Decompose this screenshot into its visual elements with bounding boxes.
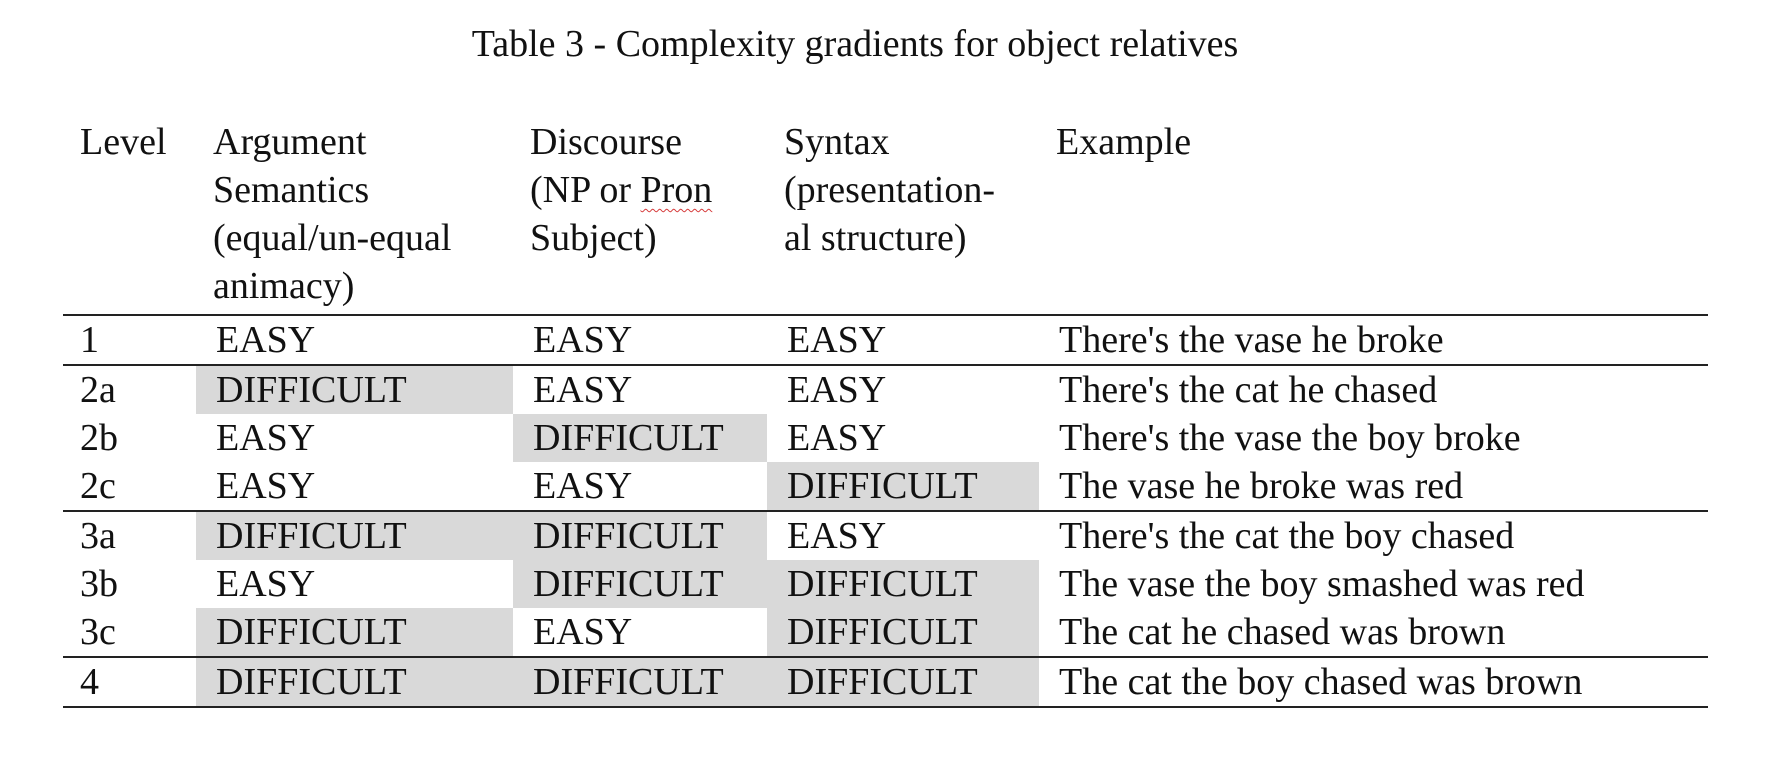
header-example: Example — [1039, 118, 1708, 316]
cell-argument: EASY — [196, 462, 513, 512]
table-row: 2a DIFFICULT EASY EASY There's the cat h… — [63, 365, 1708, 414]
table-row: 3c DIFFICULT EASY DIFFICULT The cat he c… — [63, 608, 1708, 658]
cell-level: 3b — [80, 563, 118, 605]
table-row: 1 EASY EASY EASY There's the vase he bro… — [63, 315, 1708, 366]
cell-syntax: DIFFICULT — [767, 560, 1039, 608]
cell-syntax: EASY — [787, 369, 887, 411]
table-row: 2c EASY EASY DIFFICULT The vase he broke… — [63, 462, 1708, 512]
cell-example: There's the vase he broke — [1039, 315, 1708, 366]
header-argument-semantics: Argument Semantics (equal/un-equal anima… — [196, 118, 513, 316]
header-syntax-line-2: (presentation- — [784, 169, 996, 211]
table-row: 3b EASY DIFFICULT DIFFICULT The vase the… — [63, 560, 1708, 608]
cell-level: 4 — [63, 657, 196, 708]
cell-argument: EASY — [216, 563, 316, 605]
cell-discourse: DIFFICULT — [513, 414, 767, 462]
cell-discourse: DIFFICULT — [513, 657, 767, 708]
cell-example: The vase the boy smashed was red — [1059, 563, 1585, 605]
cell-level: 3c — [63, 608, 196, 658]
header-discourse-line-3: Subject) — [530, 217, 657, 259]
cell-argument: DIFFICULT — [196, 608, 513, 658]
header-syntax: Syntax (presentation- al structure) — [767, 118, 1039, 316]
cell-example: There's the vase the boy broke — [1059, 417, 1521, 459]
cell-argument: DIFFICULT — [196, 365, 513, 414]
cell-syntax: DIFFICULT — [767, 657, 1039, 708]
cell-syntax: EASY — [787, 417, 887, 459]
header-discourse-line-1: Discourse — [530, 121, 682, 163]
header-level-label: Level — [80, 121, 167, 163]
header-argument-line-2: Semantics — [213, 169, 370, 211]
cell-argument: EASY — [196, 315, 513, 366]
cell-level: 1 — [63, 315, 196, 366]
header-syntax-line-3: al structure) — [784, 217, 967, 259]
header-discourse: Discourse (NP or Pron Subject) — [513, 118, 767, 316]
cell-syntax: EASY — [787, 515, 887, 557]
cell-example: There's the cat the boy chased — [1059, 515, 1515, 557]
cell-discourse: DIFFICULT — [513, 511, 767, 560]
cell-level: 2b — [80, 417, 118, 459]
table-caption: Table 3 - Complexity gradients for objec… — [471, 23, 1239, 65]
header-discourse-line-2: (NP or Pron — [530, 166, 767, 214]
header-syntax-line-1: Syntax — [784, 121, 890, 163]
cell-discourse: EASY — [513, 462, 767, 512]
table-row: 3a DIFFICULT DIFFICULT EASY There's the … — [63, 511, 1708, 560]
header-discourse-line-2-text: (NP or — [530, 169, 641, 211]
table-row: 4 DIFFICULT DIFFICULT DIFFICULT The cat … — [63, 657, 1708, 708]
cell-example: The cat he chased was brown — [1039, 608, 1708, 658]
table-row: 2b EASY DIFFICULT EASY There's the vase … — [63, 414, 1708, 462]
table-header-row: Level Argument Semantics (equal/un-equal… — [63, 118, 1708, 316]
cell-argument: EASY — [216, 417, 316, 459]
cell-level: 2c — [63, 462, 196, 512]
cell-syntax: EASY — [767, 315, 1039, 366]
complexity-table: Level Argument Semantics (equal/un-equal… — [63, 118, 1708, 708]
cell-discourse: EASY — [533, 369, 633, 411]
header-level: Level — [63, 118, 196, 316]
cell-discourse: EASY — [513, 608, 767, 658]
cell-argument: DIFFICULT — [196, 657, 513, 708]
cell-level: 3a — [80, 515, 116, 557]
cell-example: The cat the boy chased was brown — [1039, 657, 1708, 708]
cell-syntax: DIFFICULT — [767, 608, 1039, 658]
spellcheck-flagged-word: Pron — [640, 169, 713, 211]
cell-discourse: EASY — [513, 315, 767, 366]
cell-syntax: DIFFICULT — [767, 462, 1039, 512]
header-argument-line-1: Argument — [213, 121, 367, 163]
header-example-label: Example — [1056, 121, 1192, 163]
cell-argument: DIFFICULT — [196, 511, 513, 560]
header-argument-line-3: (equal/un-equal — [213, 217, 452, 259]
cell-level: 2a — [80, 369, 116, 411]
header-argument-line-4: animacy) — [213, 265, 355, 307]
cell-example: There's the cat he chased — [1059, 369, 1438, 411]
cell-example: The vase he broke was red — [1039, 462, 1708, 512]
cell-discourse: DIFFICULT — [513, 560, 767, 608]
